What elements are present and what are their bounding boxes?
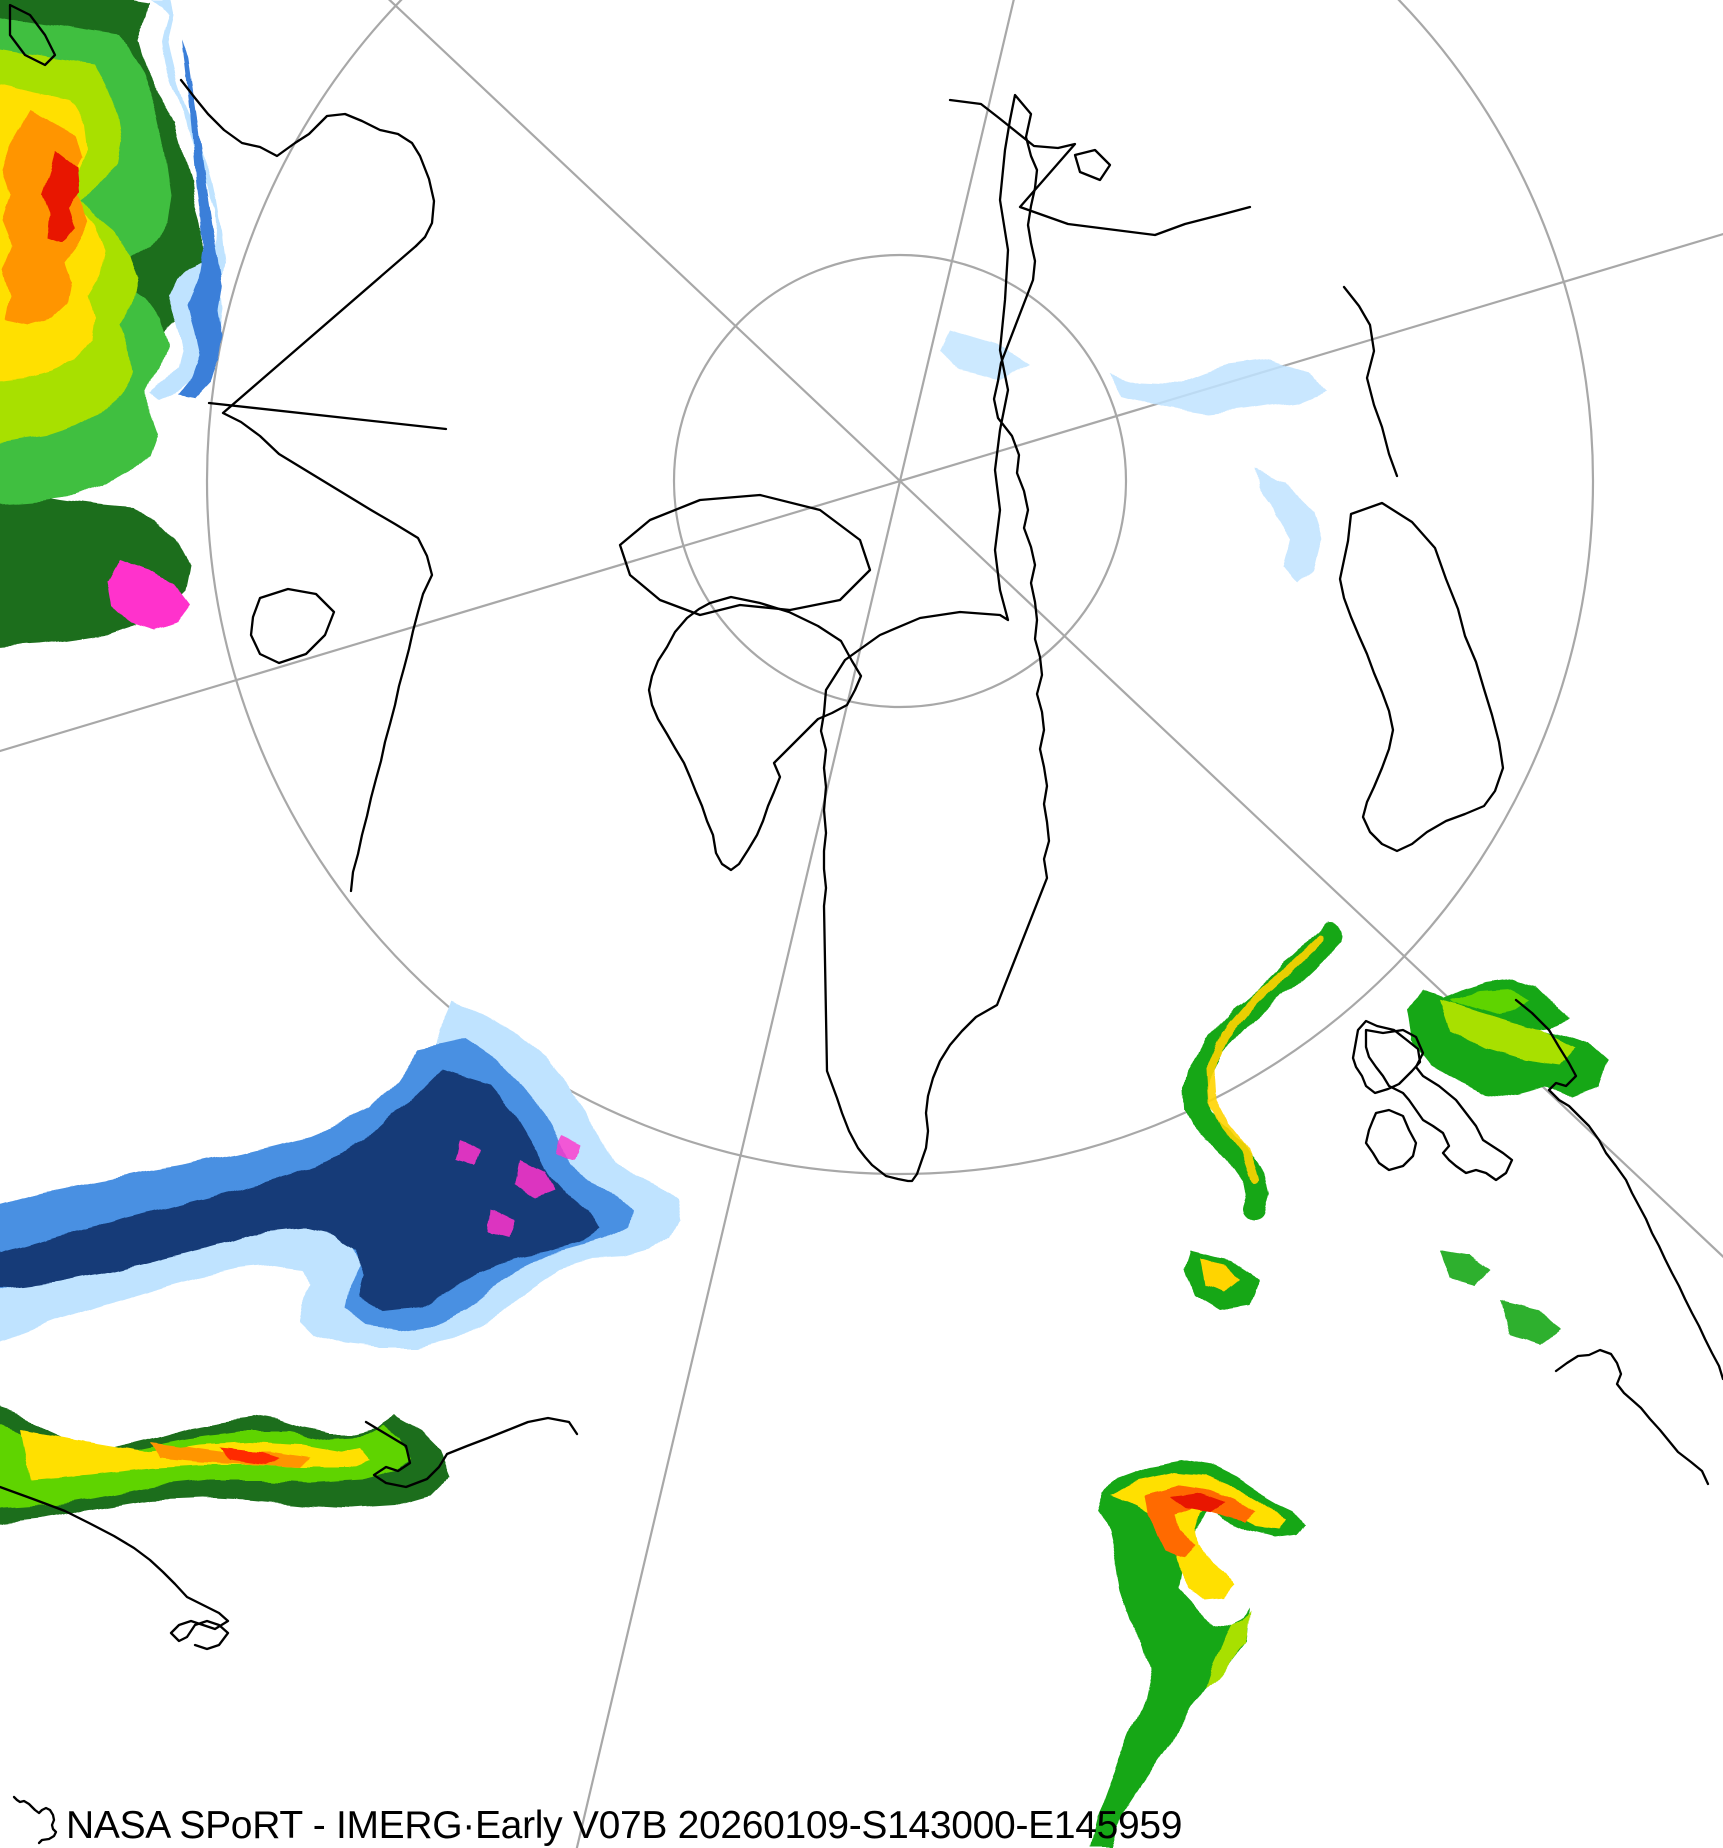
svg-text:NASA SPoRT - IMERG·Early V07B: NASA SPoRT - IMERG·Early V07B 20260109-S…: [66, 1804, 1182, 1847]
